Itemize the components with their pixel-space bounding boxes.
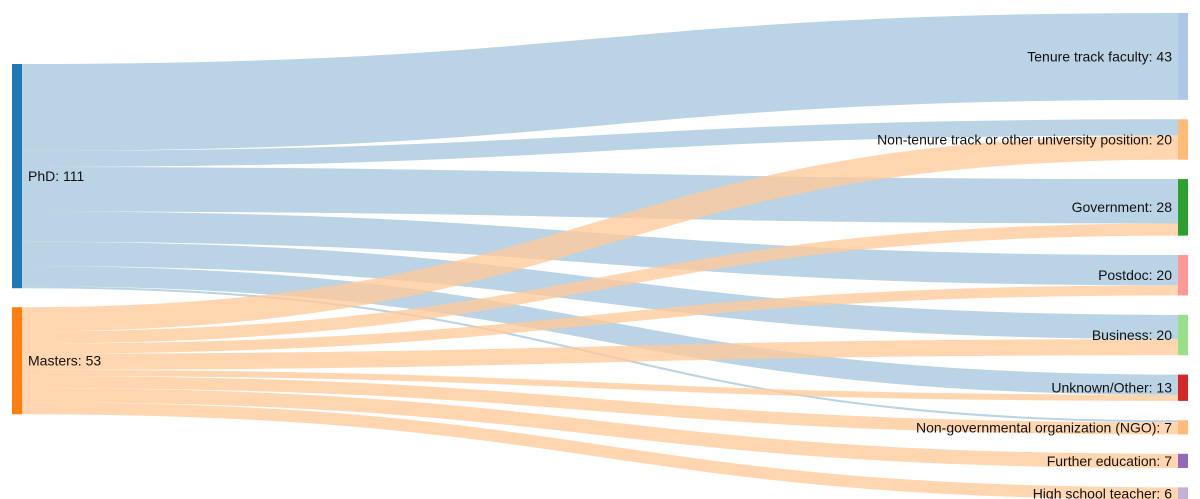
node-label-phd: PhD: 111	[28, 168, 85, 184]
sankey-labels: PhD: 111 Masters: 53 Tenure track faculty:…	[28, 48, 1172, 499]
link-phd-to-tenure-track-faculty	[21, 13, 1179, 151]
node-non-governmental-organization-ngo	[1178, 420, 1188, 435]
node-label-masters: Masters: 53	[28, 353, 101, 369]
link-phd-to-government	[21, 167, 1179, 224]
node-label-business: Business: 20	[1092, 327, 1172, 343]
node-label-high-school-teacher: High school teacher: 6	[1033, 485, 1173, 499]
node-government	[1178, 179, 1188, 236]
node-tenure-track-faculty	[1178, 13, 1188, 100]
node-label-further-education: Further education: 7	[1047, 453, 1173, 469]
node-postdoc	[1178, 255, 1188, 296]
node-label-tenure-track-faculty: Tenure track faculty: 43	[1027, 48, 1172, 64]
node-phd	[12, 64, 22, 289]
link-masters-to-further-education	[21, 388, 1179, 468]
node-non-tenure-track-or-other-university-position	[1178, 119, 1188, 160]
node-business	[1178, 314, 1188, 356]
link-masters-to-high-school-teacher	[21, 402, 1179, 499]
node-high-school-teacher	[1178, 487, 1188, 499]
link-masters-to-non-governmental-organization-ngo	[21, 375, 1179, 435]
link-phd-to-postdoc	[21, 211, 1179, 286]
node-label-non-tenure-track-or-other-university-position: Non-tenure track or other university pos…	[877, 131, 1172, 147]
link-masters-to-postdoc	[21, 285, 1179, 354]
link-phd-to-non-tenure-track-or-other-university-position	[21, 119, 1179, 168]
link-phd-to-unknown-other	[21, 266, 1179, 395]
node-unknown-other	[1178, 374, 1188, 401]
link-phd-to-business	[21, 241, 1179, 340]
node-label-unknown-other: Unknown/Other: 13	[1051, 380, 1172, 396]
node-label-non-governmental-organization-ngo: Non-governmental organization (NGO): 7	[916, 419, 1172, 435]
sankey-nodes	[12, 13, 1188, 499]
node-further-education	[1178, 453, 1188, 468]
node-label-postdoc: Postdoc: 20	[1098, 267, 1172, 283]
sankey-links	[21, 13, 1179, 499]
link-masters-to-non-tenure-track-or-other-university-position	[21, 135, 1179, 332]
link-masters-to-government	[21, 223, 1179, 344]
link-masters-to-unknown-other	[21, 369, 1179, 401]
link-masters-to-business	[21, 339, 1179, 370]
node-masters	[12, 307, 22, 415]
node-label-government: Government: 28	[1072, 199, 1173, 215]
